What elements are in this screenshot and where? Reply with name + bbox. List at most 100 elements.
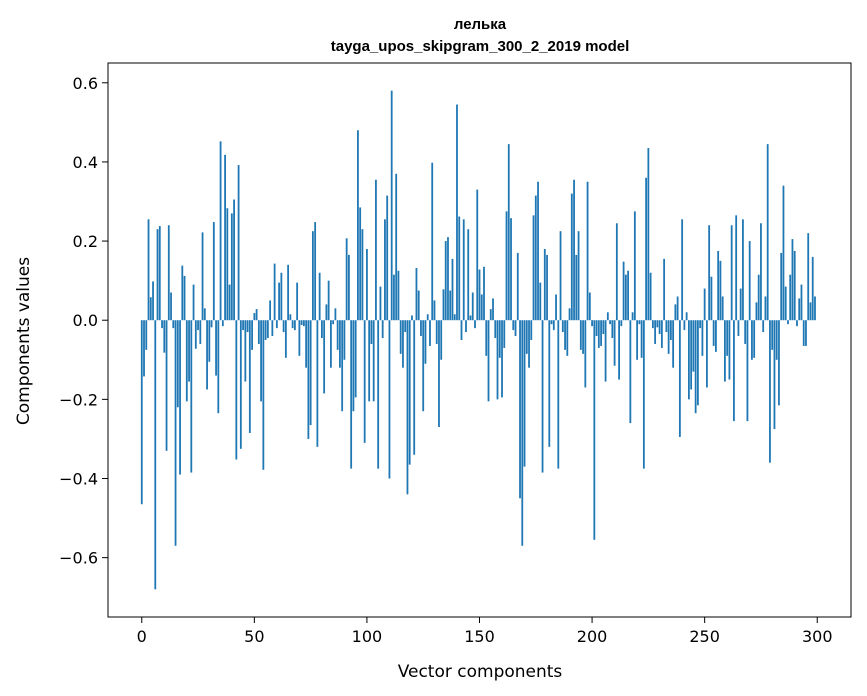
bar <box>728 320 731 380</box>
bar <box>260 320 262 402</box>
bar <box>591 320 593 327</box>
bar <box>476 189 479 321</box>
bar <box>694 320 697 414</box>
bar <box>674 304 677 321</box>
bar <box>766 144 769 321</box>
bar <box>224 154 226 321</box>
bar <box>550 320 553 325</box>
bar <box>697 320 699 406</box>
bar <box>678 320 681 437</box>
bar <box>807 233 810 321</box>
bar <box>275 320 278 329</box>
plot-frame <box>107 62 852 618</box>
bar <box>802 320 805 346</box>
bar <box>683 320 686 331</box>
bar <box>390 90 393 321</box>
bar <box>791 239 794 321</box>
bar <box>442 289 445 321</box>
bar <box>296 282 299 321</box>
bar <box>742 219 744 321</box>
bar <box>246 320 249 333</box>
bar <box>568 308 571 321</box>
bar <box>492 298 494 321</box>
y-axis-label: Components values <box>14 257 34 425</box>
bar <box>645 177 648 321</box>
bar <box>212 222 215 321</box>
bar <box>377 320 380 469</box>
bar <box>753 320 756 358</box>
bar <box>465 320 467 333</box>
bar <box>604 320 607 382</box>
bar <box>633 211 636 321</box>
bar <box>219 141 222 321</box>
bar <box>264 320 267 340</box>
bar <box>413 320 416 455</box>
bar <box>323 320 326 394</box>
bar <box>796 320 798 327</box>
x-tick-label: 150 <box>464 627 495 646</box>
bar <box>534 195 537 321</box>
bar <box>327 280 330 321</box>
bar <box>622 261 625 321</box>
bar <box>440 320 443 360</box>
bar <box>469 315 472 321</box>
bar <box>462 219 465 321</box>
bar <box>420 320 422 337</box>
bar <box>372 320 375 402</box>
bar <box>206 320 208 390</box>
bar <box>552 320 555 331</box>
bar <box>474 320 476 329</box>
bar <box>305 320 308 368</box>
bar <box>221 320 224 327</box>
bar <box>435 320 438 344</box>
bar <box>291 320 294 329</box>
bar <box>615 223 618 321</box>
bar <box>775 320 778 360</box>
bar <box>627 270 629 321</box>
bar <box>255 309 258 321</box>
bar <box>287 264 290 321</box>
y-axis-ticks: −0.6 −0.4 −0.2 0.0 0.2 0.4 0.6 <box>59 74 108 568</box>
bar <box>717 250 720 321</box>
bar <box>771 320 774 350</box>
bar <box>510 218 512 321</box>
bar <box>672 320 675 368</box>
bar <box>190 320 193 473</box>
bar <box>687 320 690 400</box>
bar <box>181 265 184 321</box>
bar <box>651 320 654 329</box>
bar <box>712 320 715 346</box>
bar <box>566 320 569 356</box>
bar <box>386 195 389 321</box>
bar <box>690 320 693 390</box>
bar <box>654 320 657 344</box>
bar <box>154 320 157 590</box>
bar <box>730 225 733 321</box>
bar <box>325 304 328 321</box>
bar <box>780 252 783 321</box>
bar <box>681 219 684 321</box>
bar <box>496 320 499 400</box>
bar <box>658 320 661 335</box>
bar <box>381 320 384 339</box>
bar <box>147 219 150 321</box>
bar <box>370 320 373 344</box>
x-axis-ticks: 0 50 100 150 200 250 300 <box>137 617 833 646</box>
bar <box>298 320 301 356</box>
bar <box>185 320 188 402</box>
bar <box>194 320 197 349</box>
bar <box>719 260 722 321</box>
bar <box>773 320 776 430</box>
bar <box>800 284 803 321</box>
bar <box>368 320 371 402</box>
bar <box>309 320 312 426</box>
x-tick-label: 200 <box>577 627 608 646</box>
bar <box>422 320 425 412</box>
bar <box>411 315 413 321</box>
bar <box>320 320 323 339</box>
bar <box>600 320 602 346</box>
bar <box>798 298 801 321</box>
bar <box>269 300 272 321</box>
bar <box>588 292 591 321</box>
bar <box>170 292 172 321</box>
